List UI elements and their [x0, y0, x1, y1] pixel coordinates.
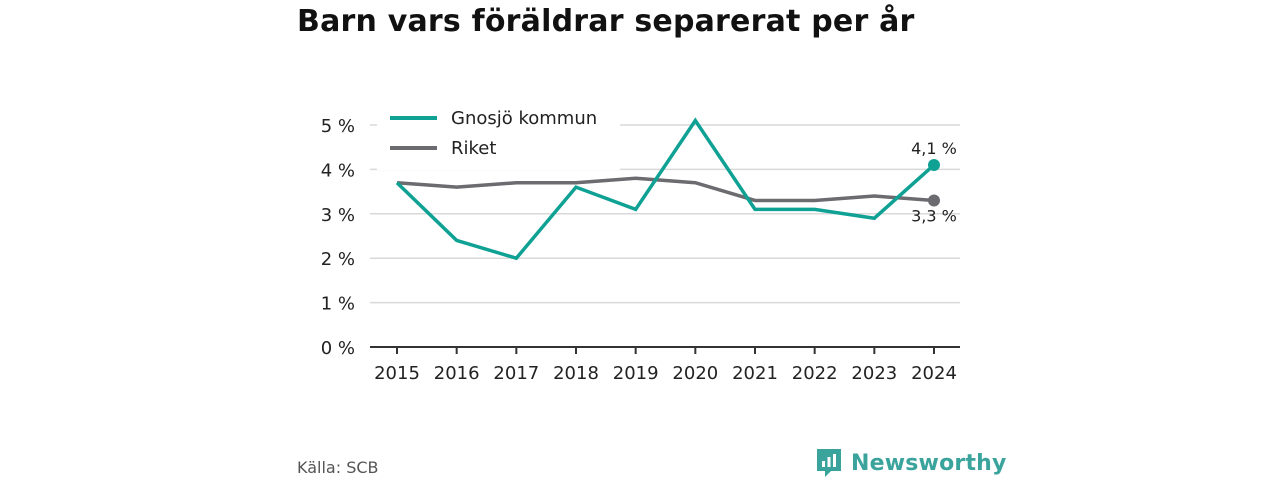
- legend-background: [377, 98, 620, 170]
- x-tick-label: 2015: [374, 363, 420, 384]
- brand: Newsworthy: [815, 447, 1007, 479]
- legend-label: Gnosjö kommun: [451, 108, 597, 129]
- x-axis-ticks: 2015 2016 2017 2018 2019 2020 2021 2022 2023 2024: [374, 347, 957, 384]
- end-label-gnosjo: 4,1 %: [911, 139, 957, 158]
- x-tick-label: 2023: [851, 363, 897, 384]
- series-lines: [395, 117, 940, 261]
- chart-title: Barn vars föräldrar separerat per år: [297, 4, 915, 39]
- x-tick-label: 2022: [792, 363, 838, 384]
- source-note: Källa: SCB: [297, 458, 379, 477]
- end-point-riket: [928, 194, 940, 207]
- newsworthy-logo-icon: [817, 449, 841, 477]
- series-line-riket: [396, 176, 935, 203]
- x-tick-label: 2018: [553, 363, 599, 384]
- x-tick-label: 2019: [613, 363, 659, 384]
- end-labels: 4,1 % 3,3 %: [911, 139, 957, 226]
- x-tick-label: 2016: [434, 363, 480, 384]
- brand-name: Newsworthy: [851, 450, 1007, 476]
- y-tick-label: 1 %: [321, 294, 355, 315]
- y-tick-label: 2 %: [321, 249, 355, 270]
- y-tick-label: 3 %: [321, 205, 355, 226]
- end-point-gnosjo: [928, 158, 940, 171]
- legend: Gnosjö kommun Riket: [377, 98, 620, 170]
- y-tick-label: 4 %: [321, 160, 355, 181]
- y-axis-tick-labels: 0 % 1 % 2 % 3 % 4 % 5 %: [321, 116, 355, 359]
- series-line-gnosjo: [395, 117, 936, 261]
- y-tick-label: 0 %: [321, 338, 355, 359]
- end-label-riket: 3,3 %: [911, 206, 957, 225]
- y-tick-label: 5 %: [321, 116, 355, 137]
- x-tick-label: 2024: [911, 363, 957, 384]
- x-tick-label: 2021: [732, 363, 778, 384]
- legend-label: Riket: [451, 138, 496, 159]
- x-tick-label: 2020: [672, 363, 718, 384]
- x-tick-label: 2017: [493, 363, 539, 384]
